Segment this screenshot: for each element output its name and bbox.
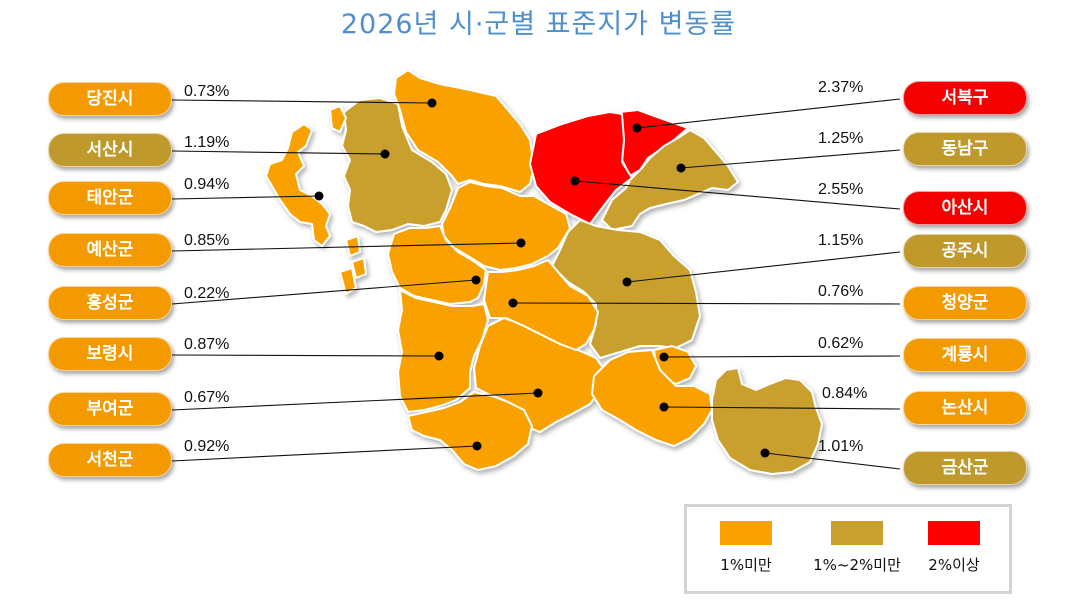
region-badge-left-1: 서산시	[48, 133, 172, 167]
region-marker-right-6	[659, 402, 669, 412]
region-rate-left-2: 0.94%	[184, 176, 230, 193]
region-shape-right-7	[711, 367, 823, 475]
region-marker-right-5	[659, 352, 669, 362]
region-rate-right-2: 2.55%	[818, 181, 864, 198]
region-rate-left-3: 0.85%	[184, 232, 230, 249]
legend: 1%미만 1%~2%미만 2%이상	[684, 504, 1012, 594]
region-rate-left-6: 0.67%	[184, 389, 230, 406]
region-rate-left-0: 0.73%	[184, 83, 230, 100]
region-shape-left-4	[339, 225, 487, 305]
region-rate-right-4: 0.76%	[818, 283, 864, 300]
legend-label: 1%미만	[720, 556, 772, 574]
region-rate-right-0: 2.37%	[818, 79, 864, 96]
leader-line-right-2	[574, 180, 901, 210]
region-marker-left-5	[434, 351, 444, 361]
region-shape-right-4	[483, 259, 599, 351]
region-badge-left-5: 보령시	[48, 337, 172, 371]
leader-line-left-3	[171, 242, 522, 252]
region-badge-right-4: 청양군	[903, 286, 1027, 320]
region-marker-left-0	[427, 98, 437, 108]
region-marker-right-1	[676, 163, 686, 173]
region-rate-right-6: 0.84%	[822, 385, 868, 402]
legend-item-under-1: 1%미만	[703, 521, 789, 575]
leader-line-left-5	[171, 354, 440, 357]
region-shape-right-2	[529, 111, 633, 225]
leader-line-left-7	[171, 445, 478, 462]
leader-line-left-2	[171, 195, 320, 200]
legend-swatch-under-1	[720, 521, 772, 545]
map-title: 2026년 시·군별 표준지가 변동률	[340, 9, 737, 40]
region-badge-right-1: 동남구	[903, 132, 1027, 166]
region-shape-left-5	[397, 289, 489, 413]
leader-line-left-0	[171, 99, 433, 104]
region-badge-left-7: 서천군	[48, 443, 172, 477]
region-rate-left-4: 0.22%	[184, 285, 230, 302]
leader-line-right-4	[512, 302, 901, 305]
region-marker-left-1	[380, 149, 390, 159]
legend-swatch-over-2	[928, 521, 980, 545]
region-rate-left-7: 0.92%	[184, 438, 230, 455]
region-badge-left-6: 부여군	[48, 392, 172, 426]
region-rate-right-3: 1.15%	[818, 232, 864, 249]
region-marker-right-0	[632, 123, 642, 133]
region-rate-right-5: 0.62%	[818, 335, 864, 352]
legend-item-between-1-2: 1%~2%미만	[795, 521, 919, 575]
leader-line-left-4	[171, 279, 477, 305]
region-marker-right-7	[760, 448, 770, 458]
region-marker-right-3	[622, 277, 632, 287]
leader-line-right-1	[680, 149, 901, 169]
region-marker-right-4	[508, 298, 518, 308]
legend-swatch-between-1-2	[831, 521, 883, 545]
leader-line-right-7	[764, 452, 901, 470]
region-badge-right-0: 서북구	[903, 81, 1027, 115]
region-marker-left-4	[471, 275, 481, 285]
region-marker-left-2	[314, 191, 324, 201]
region-shape-left-1	[341, 97, 453, 233]
leader-line-left-6	[171, 392, 539, 411]
region-badge-left-3: 예산군	[48, 233, 172, 267]
region-shape-right-6	[591, 349, 713, 447]
region-badge-right-2: 아산시	[903, 191, 1027, 225]
region-rate-right-1: 1.25%	[818, 130, 864, 147]
region-shape-left-7	[407, 391, 533, 471]
region-badge-right-5: 계룡시	[903, 338, 1027, 372]
region-badge-left-4: 홍성군	[48, 286, 172, 320]
leader-line-right-6	[663, 406, 901, 410]
region-badge-left-0: 당진시	[48, 82, 172, 116]
legend-label: 2%이상	[928, 556, 980, 574]
leader-line-right-0	[636, 98, 901, 129]
legend-item-over-2: 2%이상	[909, 521, 999, 575]
leader-line-left-1	[171, 150, 386, 155]
region-badge-right-7: 금산군	[903, 451, 1027, 485]
region-shape-left-2	[265, 105, 367, 279]
region-shape-left-3	[441, 181, 571, 271]
region-marker-right-2	[570, 176, 580, 186]
legend-label: 1%~2%미만	[813, 556, 901, 574]
region-marker-left-3	[516, 238, 526, 248]
region-marker-left-7	[472, 441, 482, 451]
leader-line-right-5	[663, 355, 901, 358]
leader-line-right-3	[626, 251, 901, 283]
region-badge-right-3: 공주시	[903, 234, 1027, 268]
region-marker-left-6	[533, 388, 543, 398]
region-shape-right-1	[601, 129, 739, 231]
region-rate-left-1: 1.19%	[184, 134, 230, 151]
region-badge-right-6: 논산시	[903, 391, 1027, 425]
region-rate-left-5: 0.87%	[184, 336, 230, 353]
region-rate-right-7: 1.01%	[818, 438, 864, 455]
region-badge-left-2: 태안군	[48, 181, 172, 215]
